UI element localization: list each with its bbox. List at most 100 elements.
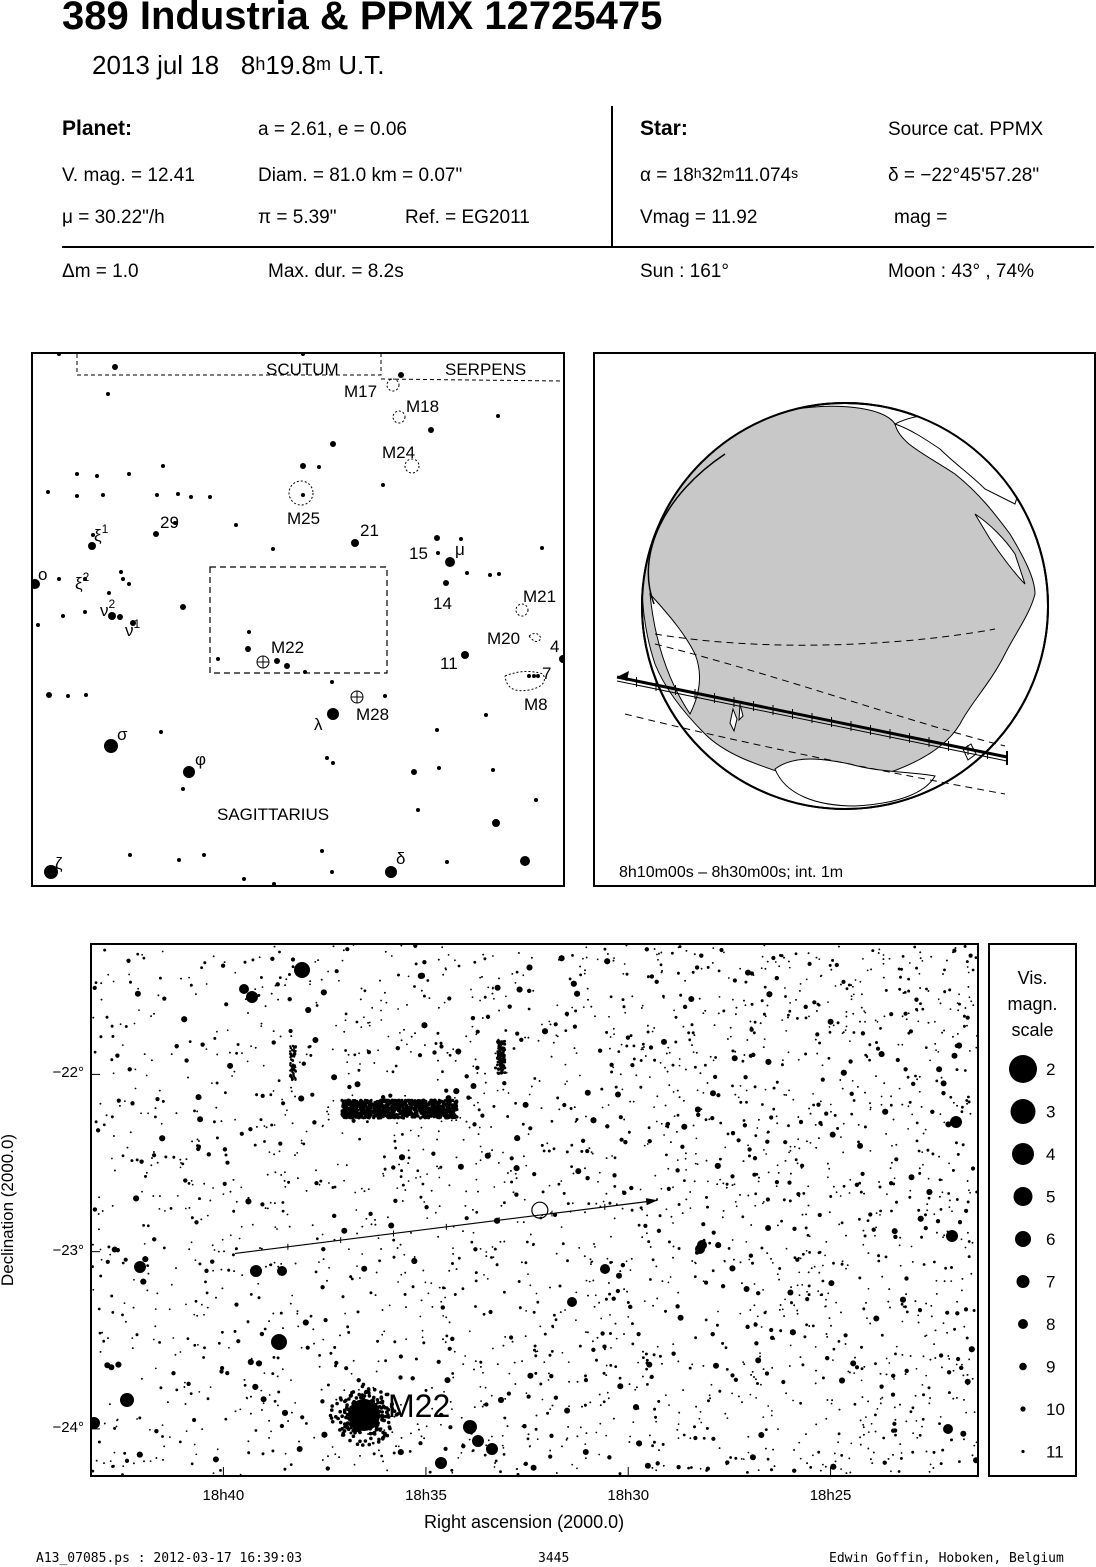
field-star — [839, 1377, 845, 1384]
field-star — [615, 1288, 621, 1294]
field-star — [250, 1045, 253, 1048]
field-star — [158, 1208, 161, 1210]
field-star — [815, 1369, 817, 1372]
field-star — [162, 1246, 166, 1250]
field-star — [264, 1207, 267, 1209]
field-star — [709, 1397, 711, 1400]
field-star — [653, 1058, 656, 1062]
field-star — [357, 1068, 361, 1072]
field-star — [123, 1302, 126, 1305]
finder-star — [284, 663, 290, 669]
field-star — [705, 1196, 708, 1199]
field-star — [195, 993, 197, 995]
finder-star — [532, 674, 536, 678]
label-sigma: σ — [117, 725, 128, 744]
field-star — [203, 1346, 206, 1350]
field-star — [406, 1004, 408, 1006]
field-star — [484, 1402, 489, 1407]
field-star — [503, 1181, 506, 1183]
field-star — [933, 1260, 936, 1264]
field-star — [590, 1005, 593, 1008]
field-star — [897, 1043, 900, 1046]
field-star — [260, 1202, 265, 1207]
finder-labels: SCUTUM SERPENS SAGITTARIUS M17 M18 M24 M… — [38, 360, 559, 873]
field-star — [338, 979, 340, 982]
field-star — [847, 1370, 850, 1373]
field-star — [725, 1463, 728, 1466]
field-star — [331, 1446, 334, 1448]
field-star — [281, 1201, 285, 1204]
field-star — [256, 1360, 262, 1367]
field-star — [751, 1371, 754, 1373]
field-star — [673, 1115, 676, 1117]
field-star — [451, 1262, 454, 1265]
field-star — [486, 1278, 489, 1280]
field-star — [589, 1258, 592, 1261]
field-star — [325, 1466, 330, 1471]
bright-star — [277, 1266, 287, 1276]
field-star — [472, 1231, 475, 1234]
field-star — [99, 1351, 102, 1353]
field-star — [618, 1472, 622, 1475]
field-star — [423, 1437, 425, 1440]
field-star — [374, 1294, 377, 1296]
field-star — [360, 1026, 363, 1029]
field-star — [327, 1455, 329, 1458]
field-star — [803, 1004, 808, 1009]
field-star — [421, 1329, 424, 1332]
field-star — [958, 1002, 961, 1006]
field-star — [424, 1281, 427, 1284]
field-star — [414, 962, 418, 966]
field-star — [587, 1294, 589, 1297]
field-star — [941, 1191, 944, 1194]
field-star — [523, 1463, 526, 1466]
field-star — [332, 1099, 335, 1102]
field-star — [493, 1466, 496, 1468]
field-star — [705, 1159, 708, 1162]
field-star — [314, 1270, 318, 1274]
field-star — [773, 1338, 776, 1340]
field-star — [361, 1265, 368, 1272]
field-star — [677, 1423, 680, 1425]
field-star — [863, 1010, 866, 1012]
field-star — [863, 1234, 867, 1238]
field-star — [933, 1213, 936, 1216]
field-star — [280, 1174, 283, 1176]
field-star — [131, 1337, 134, 1339]
field-star — [882, 1108, 889, 1115]
field-star — [822, 1264, 824, 1267]
field-star — [224, 1091, 227, 1095]
field-star — [781, 1308, 784, 1311]
field-star — [238, 1237, 241, 1240]
field-star — [534, 1371, 538, 1375]
field-star — [348, 1393, 353, 1398]
field-star — [850, 995, 853, 998]
field-star — [672, 1222, 674, 1224]
field-star — [692, 1051, 695, 1053]
field-star — [321, 1247, 326, 1252]
field-star — [248, 1127, 253, 1132]
field-star — [115, 1248, 120, 1253]
field-star — [176, 1195, 179, 1197]
field-star — [956, 1002, 959, 1004]
field-star — [788, 1365, 791, 1367]
field-star — [950, 1438, 953, 1442]
finder-star — [208, 495, 212, 499]
field-star — [942, 1322, 945, 1325]
field-star — [92, 1207, 97, 1212]
field-star — [243, 1379, 246, 1381]
field-star — [753, 1458, 755, 1461]
field-star — [753, 1304, 756, 1307]
field-star — [225, 1371, 230, 1376]
field-star — [373, 1062, 376, 1064]
field-star — [387, 1216, 389, 1219]
field-star — [713, 1074, 718, 1079]
field-star — [196, 1138, 199, 1141]
field-star — [442, 1315, 445, 1317]
field-star — [479, 1386, 482, 1388]
field-star — [550, 1055, 553, 1058]
field-star — [198, 1197, 201, 1200]
field-star — [451, 1408, 453, 1410]
field-star — [935, 1279, 938, 1282]
field-star — [130, 1159, 134, 1162]
